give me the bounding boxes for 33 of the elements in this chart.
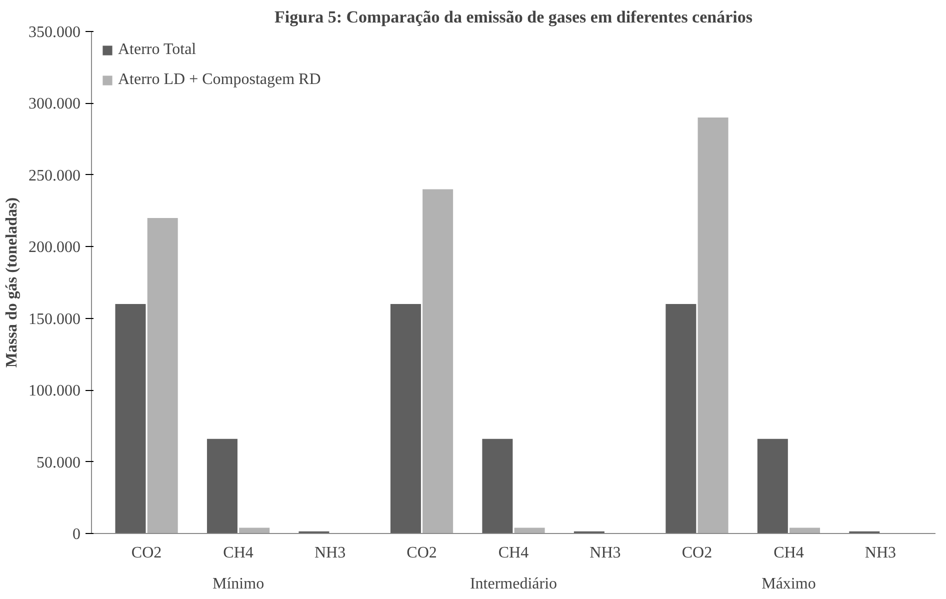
legend-label: Aterro Total	[118, 41, 196, 59]
y-axis-title: Massa do gás (toneladas)	[4, 197, 20, 368]
bar	[666, 304, 696, 534]
x-tick-label: CH4	[774, 544, 804, 562]
bar	[422, 189, 454, 534]
x-tick-label: CH4	[223, 544, 254, 562]
y-tick-label: 50.000	[36, 454, 80, 472]
y-tick-label: 350.000	[28, 24, 80, 41]
x-tick-label: CH4	[498, 544, 529, 562]
y-tick-label: 300.000	[28, 96, 80, 113]
bar	[698, 118, 728, 534]
x-tick-label: CO2	[682, 544, 712, 562]
y-tick-label: 0	[72, 526, 80, 543]
x-tick-label: NH3	[590, 544, 621, 562]
bar	[115, 304, 146, 534]
y-tick-label: 100.000	[28, 382, 80, 400]
bar	[482, 438, 513, 534]
chart-title: Figura 5: Comparação da emissão de gases em diferentes cenários	[274, 8, 753, 26]
bar	[206, 438, 238, 534]
bar	[757, 438, 788, 534]
bar	[147, 218, 178, 534]
x-tick-label: CO2	[406, 544, 437, 562]
text: Intermediário	[470, 576, 558, 592]
text: Máximo	[762, 576, 816, 592]
bar	[390, 304, 421, 534]
x-tick-label: NH3	[864, 544, 896, 562]
x-tick-label: NH3	[314, 544, 346, 562]
y-tick-label: 250.000	[28, 167, 80, 184]
text: Mínimo	[212, 576, 264, 592]
legend-label: Aterro LD + Compostagem RD	[118, 71, 321, 89]
x-tick-label: CO2	[131, 544, 162, 562]
y-tick-label: 150.000	[28, 310, 80, 328]
y-tick-label: 200.000	[28, 239, 80, 256]
